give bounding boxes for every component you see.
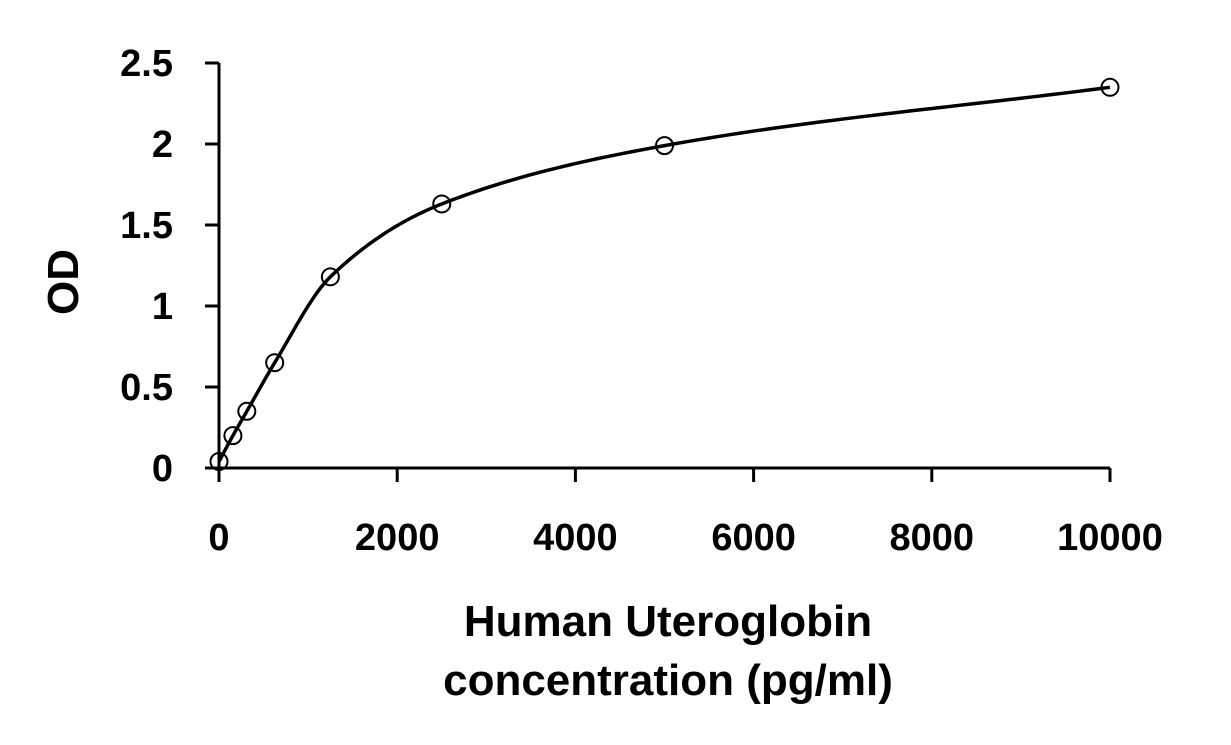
y-tick-label: 2.5 [120,43,173,85]
data-point [223,426,243,446]
y-tick-label: 0 [152,448,173,490]
data-points [209,77,1120,472]
data-point [237,401,257,421]
data-point [209,452,229,472]
fit-curve [217,85,1111,463]
y-tick-label: 0.5 [120,367,173,409]
data-point [320,267,340,287]
x-axis: 0 2000 4000 6000 8000 10000 [208,466,1163,559]
x-tick-label: 2000 [355,517,440,559]
data-point [655,136,674,156]
x-tick-label: 0 [208,517,229,559]
y-tick-label: 2 [152,124,173,166]
data-point [1100,77,1120,97]
x-tick-label: 6000 [711,517,796,559]
x-tick-label: 4000 [533,517,618,559]
x-tick-label: 8000 [890,517,975,559]
x-tick-label: 10000 [1057,517,1163,559]
data-point [265,353,285,373]
y-tick-label: 1 [152,286,173,328]
data-point [432,194,452,214]
x-axis-title-line1: Human Uteroglobin [464,597,872,646]
y-tick-label: 1.5 [120,205,173,247]
x-axis-title-line2: concentration (pg/ml) [443,656,893,705]
y-axis: 0 0.5 1 1.5 2 2.5 [120,43,221,490]
y-axis-title: OD [39,249,88,315]
